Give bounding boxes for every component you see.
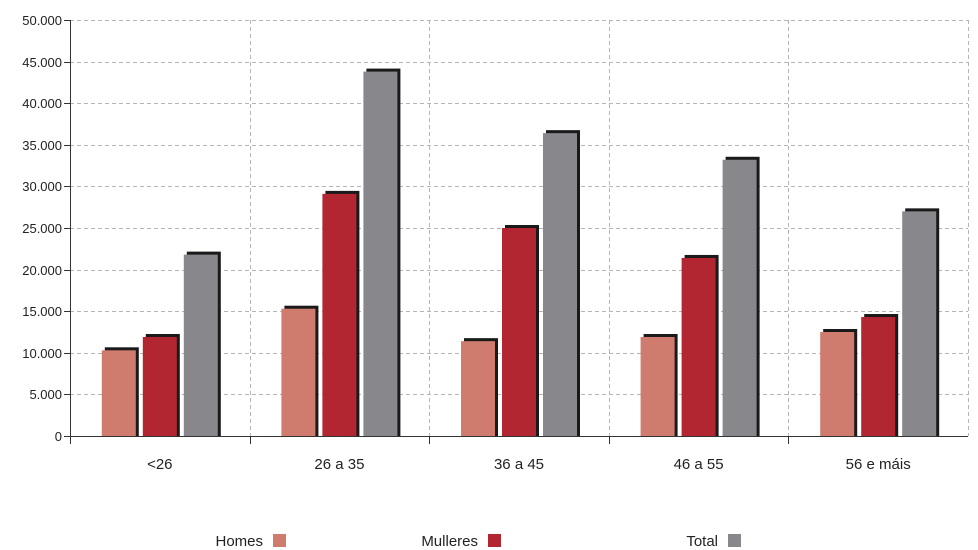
- bar-homes-1: [281, 308, 316, 436]
- bar-mulleres-0: [142, 336, 177, 436]
- axis-labels: 0 5.000 10.000 15.000 20.000 25.000 30.000 35.0…: [22, 13, 910, 473]
- x-tick-label: 36 a 45: [494, 456, 544, 473]
- bar-homes-0: [101, 350, 136, 436]
- bar-mulleres-2: [502, 228, 536, 436]
- y-tick-label: 40.000: [22, 96, 62, 111]
- y-tick-label: 25.000: [22, 221, 62, 236]
- y-tick-label: 5.000: [29, 387, 62, 402]
- bar-total-2: [543, 133, 577, 437]
- legend-label-homes: Homes: [215, 533, 263, 550]
- legend-label-mulleres: Mulleres: [421, 533, 478, 550]
- y-tick-label: 20.000: [22, 263, 62, 278]
- y-tick-label: 10.000: [22, 346, 62, 361]
- y-tick-label: 0: [55, 429, 62, 444]
- legend-label-total: Total: [686, 533, 718, 550]
- y-tick-label: 50.000: [22, 13, 62, 28]
- bar-total-4: [902, 211, 937, 436]
- bar-total-1: [363, 71, 398, 437]
- y-tick-label: 30.000: [22, 179, 62, 194]
- legend: Homes Mulleres Total: [215, 533, 741, 550]
- legend-swatch-homes: [273, 534, 286, 547]
- bar-homes-4: [820, 332, 855, 436]
- bar-mulleres-3: [681, 257, 716, 436]
- bar-total-0: [183, 254, 218, 436]
- bar-homes-3: [640, 336, 675, 436]
- bars: [101, 68, 940, 437]
- x-tick-label: <26: [147, 456, 172, 473]
- x-tick-label: 46 a 55: [674, 456, 724, 473]
- y-tick-label: 45.000: [22, 55, 62, 70]
- legend-swatch-mulleres: [488, 534, 501, 547]
- legend-swatch-total: [728, 534, 741, 547]
- x-tick-label: 26 a 35: [314, 456, 364, 473]
- axes: [64, 20, 968, 444]
- bar-mulleres-1: [322, 193, 357, 436]
- y-tick-label: 35.000: [22, 138, 62, 153]
- bar-homes-2: [461, 341, 495, 436]
- y-tick-label: 15.000: [22, 304, 62, 319]
- x-tick-label: 56 e máis: [846, 456, 911, 473]
- bar-mulleres-4: [861, 317, 896, 436]
- bar-total-3: [722, 159, 757, 436]
